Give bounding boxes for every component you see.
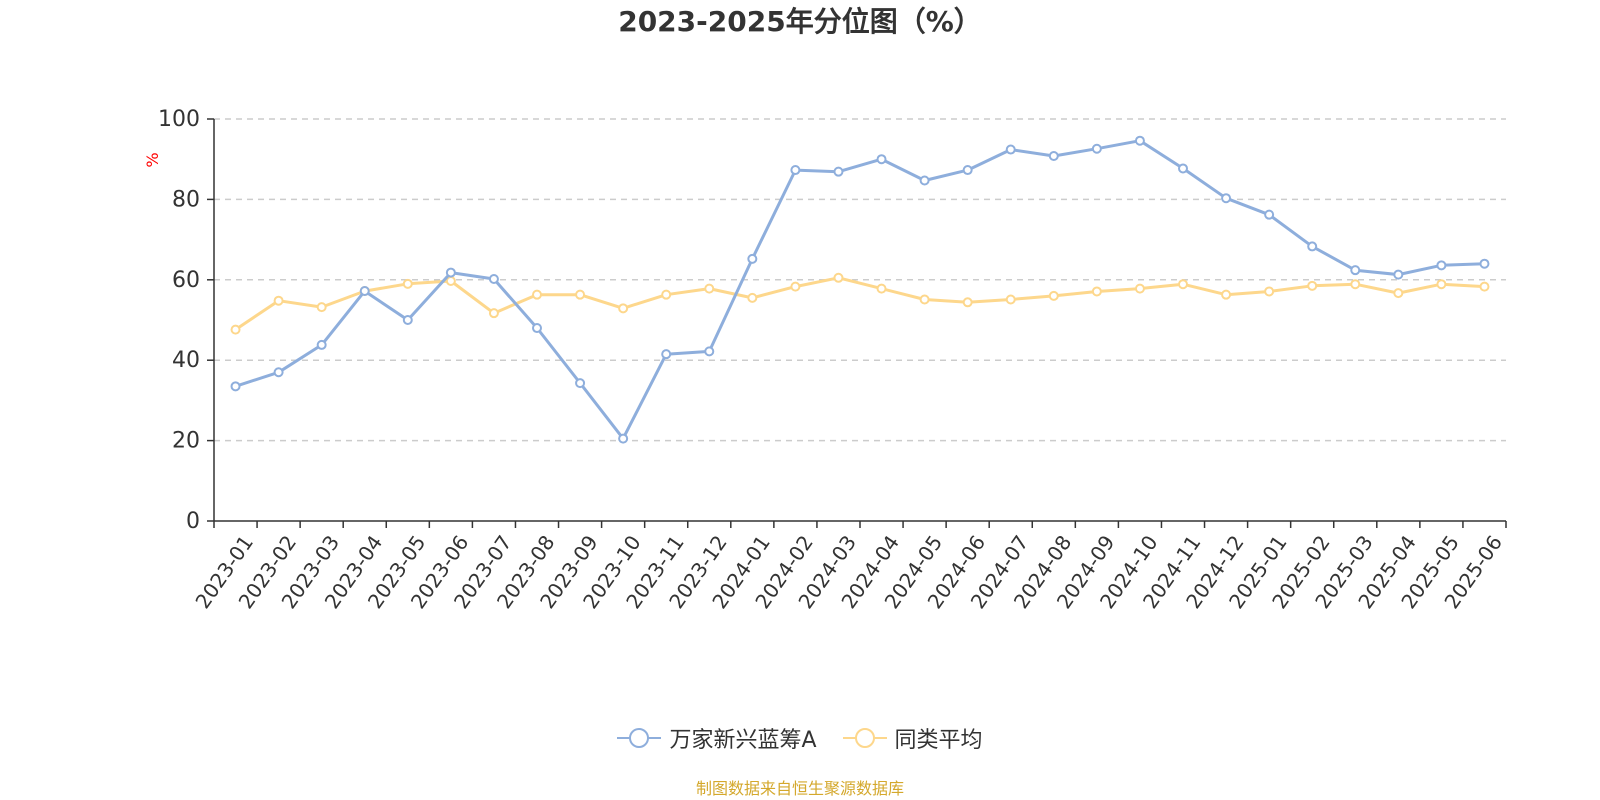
data-point bbox=[962, 165, 973, 176]
data-point bbox=[1350, 265, 1361, 276]
y-tick-label: 60 bbox=[172, 268, 200, 293]
data-point bbox=[488, 308, 499, 319]
chart-title: 2023-2025年分位图（%） bbox=[618, 5, 982, 38]
data-point bbox=[273, 367, 284, 378]
data-point bbox=[1436, 260, 1447, 271]
data-point bbox=[273, 295, 284, 306]
data-point bbox=[833, 166, 844, 177]
y-tick-label: 100 bbox=[158, 107, 200, 132]
legend-marker-icon bbox=[617, 726, 662, 750]
source-note: 制图数据来自恒生聚源数据库 bbox=[695, 779, 904, 798]
data-point bbox=[1005, 144, 1016, 155]
data-point bbox=[575, 378, 586, 389]
data-point bbox=[661, 289, 672, 300]
data-point bbox=[316, 302, 327, 313]
data-point bbox=[790, 281, 801, 292]
data-point bbox=[1048, 290, 1059, 301]
legend-item[interactable]: 万家新兴蓝筹A bbox=[617, 722, 817, 754]
data-point bbox=[402, 278, 413, 289]
data-point bbox=[488, 273, 499, 284]
data-point bbox=[833, 272, 844, 283]
data-point bbox=[1264, 286, 1275, 297]
data-point bbox=[575, 289, 586, 300]
data-point bbox=[1307, 241, 1318, 252]
data-point bbox=[445, 267, 456, 278]
series-1 bbox=[230, 135, 1490, 444]
legend-item[interactable]: 同类平均 bbox=[842, 722, 983, 754]
data-point bbox=[704, 346, 715, 357]
data-point bbox=[618, 303, 629, 314]
y-tick-label: 0 bbox=[186, 509, 200, 534]
data-point bbox=[1479, 281, 1490, 292]
data-point bbox=[1350, 279, 1361, 290]
data-point bbox=[876, 154, 887, 165]
data-point bbox=[1048, 150, 1059, 161]
data-point bbox=[359, 286, 370, 297]
series-lines bbox=[230, 135, 1490, 444]
y-tick-label: 40 bbox=[172, 348, 200, 373]
y-tick-label: 80 bbox=[172, 187, 200, 212]
data-point bbox=[1178, 163, 1188, 174]
data-point bbox=[1479, 258, 1490, 269]
data-point bbox=[618, 433, 629, 444]
series-2 bbox=[230, 272, 1490, 335]
data-point bbox=[1178, 279, 1188, 290]
data-point bbox=[1005, 294, 1016, 305]
data-point bbox=[704, 283, 715, 294]
data-point bbox=[919, 175, 930, 186]
data-point bbox=[445, 276, 456, 287]
data-point bbox=[661, 349, 672, 360]
data-point bbox=[230, 381, 241, 392]
series-line bbox=[235, 139, 1485, 441]
data-point bbox=[316, 339, 327, 350]
data-point bbox=[1393, 269, 1404, 280]
y-tick-label: 20 bbox=[172, 429, 200, 454]
data-point bbox=[532, 323, 542, 334]
data-point bbox=[962, 297, 973, 308]
data-point bbox=[919, 294, 930, 305]
axes bbox=[207, 118, 1507, 528]
data-point bbox=[876, 283, 887, 294]
legend: 万家新兴蓝筹A 同类平均 bbox=[0, 722, 1600, 754]
data-point bbox=[1091, 286, 1102, 297]
data-point bbox=[790, 165, 801, 176]
legend-marker-icon bbox=[842, 726, 887, 750]
data-point bbox=[1091, 143, 1102, 154]
data-point bbox=[230, 324, 241, 335]
data-point bbox=[1307, 280, 1318, 291]
data-point bbox=[747, 253, 758, 264]
data-point bbox=[1134, 135, 1145, 146]
data-point bbox=[402, 315, 413, 325]
data-point bbox=[1264, 209, 1275, 220]
legend-label: 同类平均 bbox=[894, 728, 983, 753]
data-point bbox=[532, 289, 542, 300]
data-point bbox=[1436, 279, 1447, 290]
data-point bbox=[1221, 193, 1232, 204]
legend-label: 万家新兴蓝筹A bbox=[669, 728, 817, 753]
data-point bbox=[1221, 289, 1232, 300]
y-axis-label: % bbox=[143, 152, 162, 167]
data-point bbox=[1393, 288, 1404, 299]
data-point bbox=[747, 292, 758, 303]
data-point bbox=[1134, 283, 1145, 294]
